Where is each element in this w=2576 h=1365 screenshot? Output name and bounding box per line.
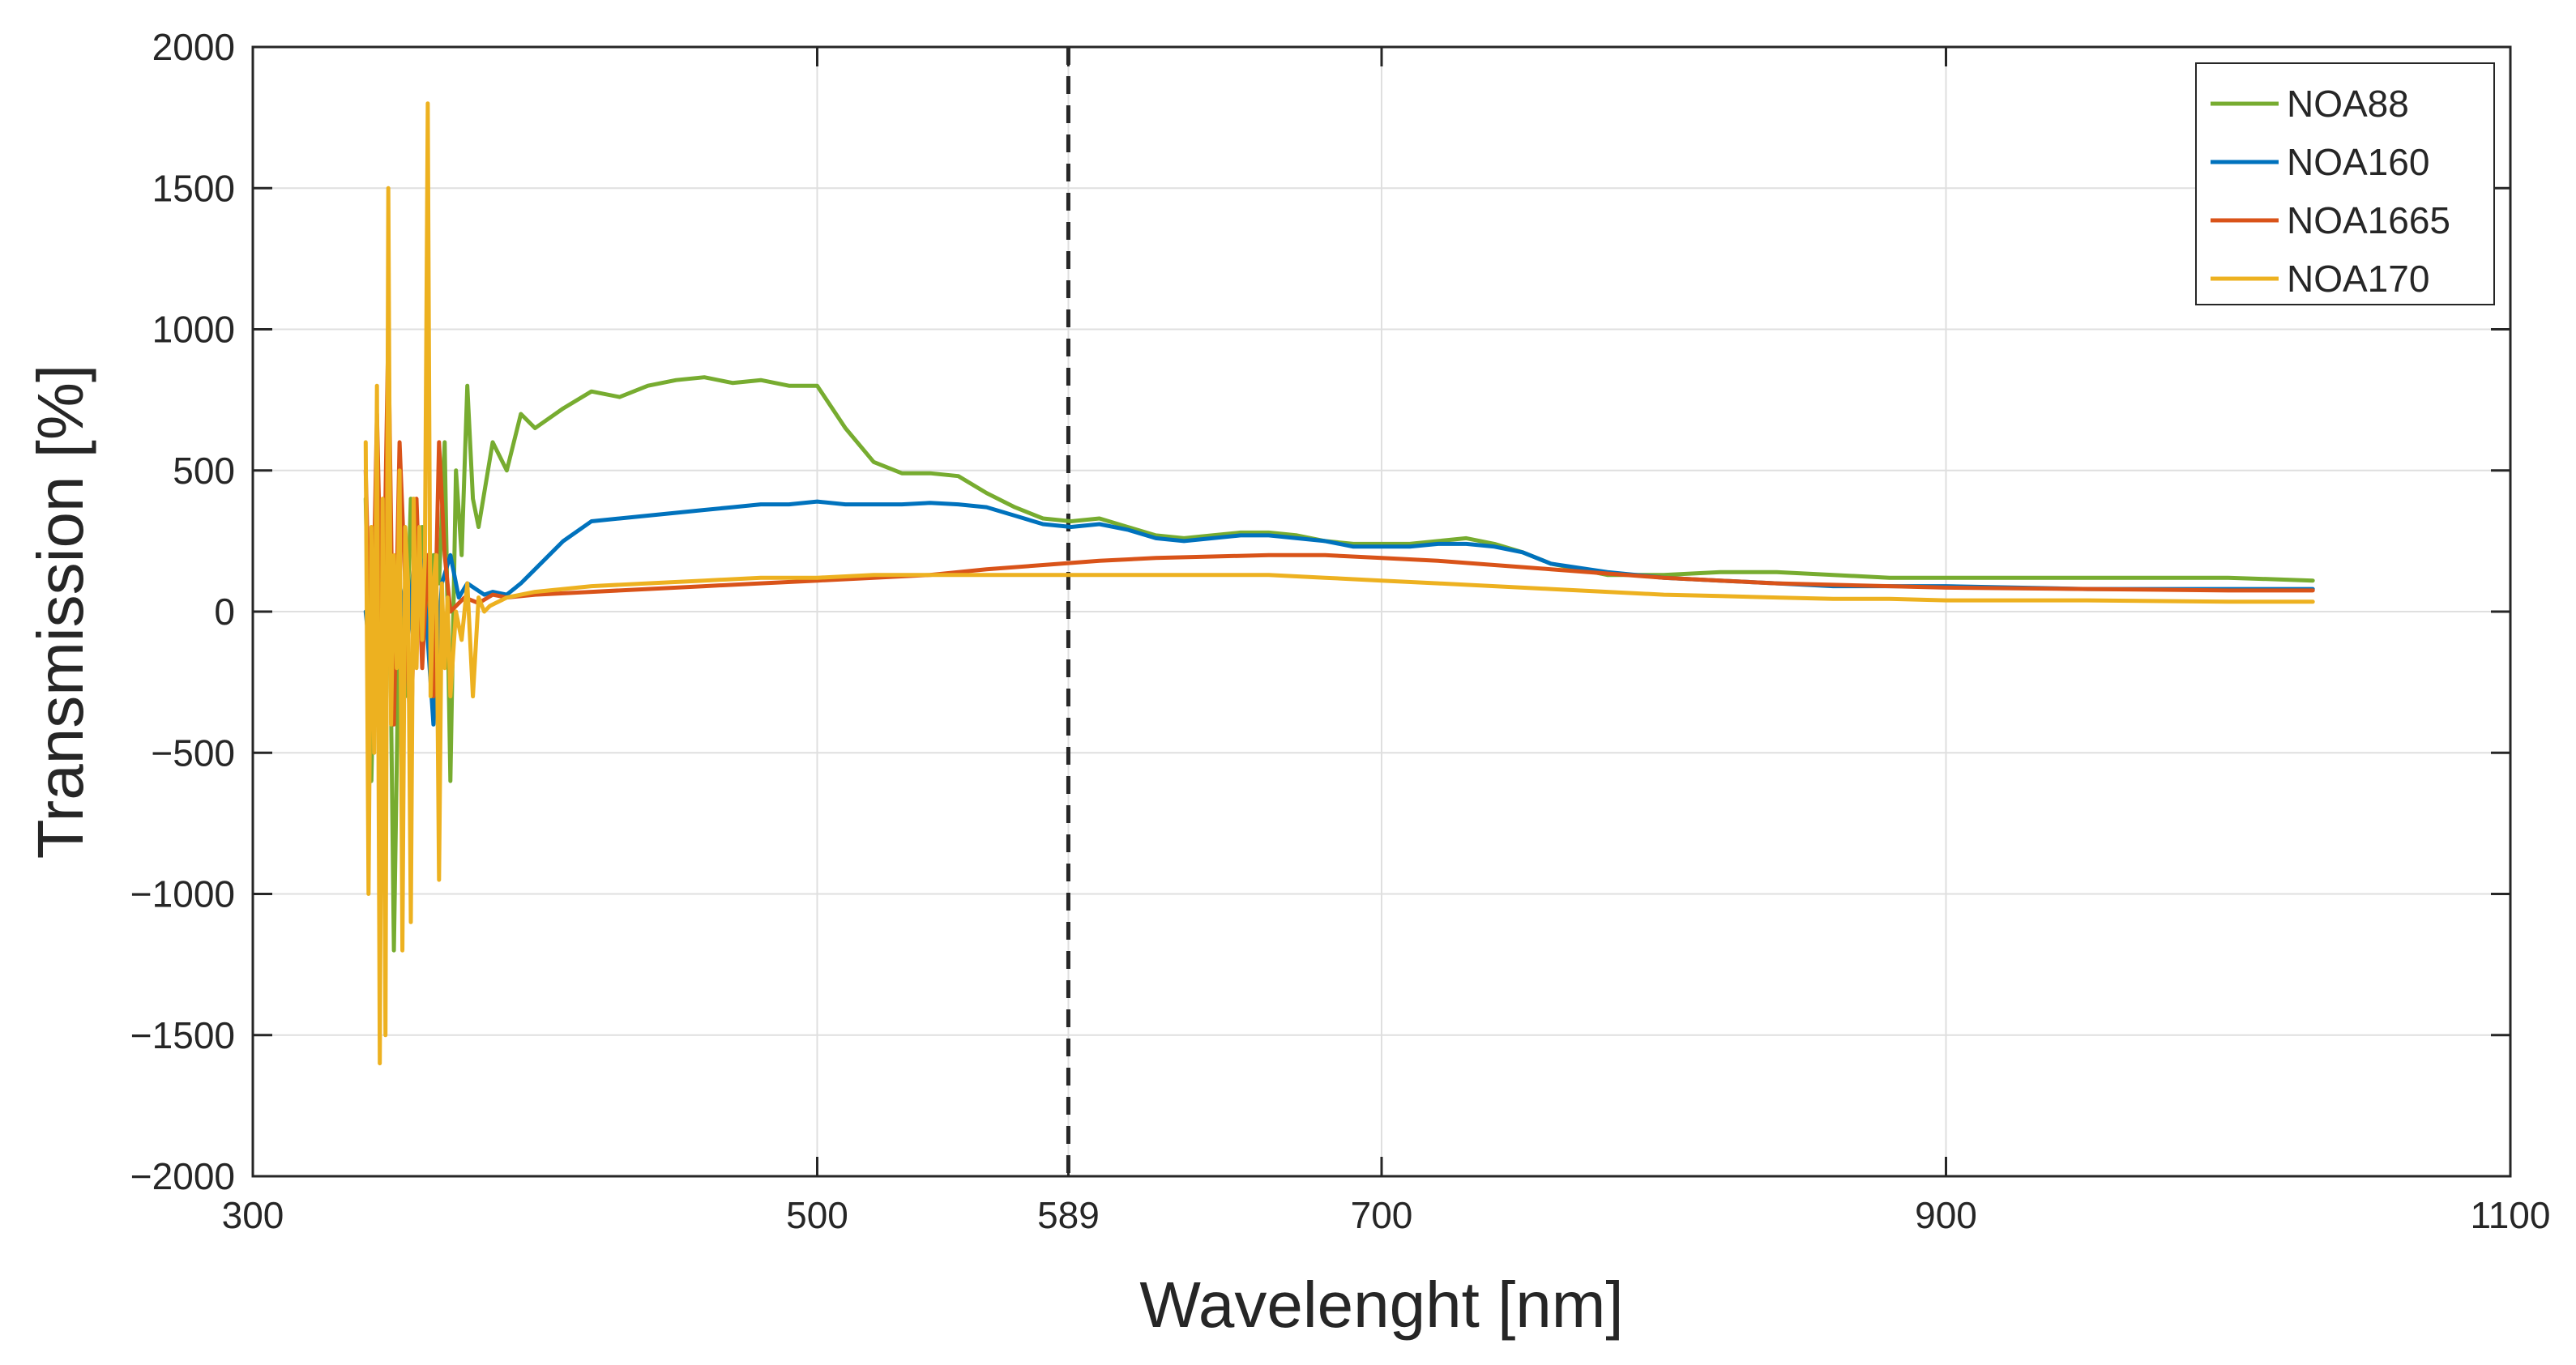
legend-label-noa88: NOA88 [2287,83,2409,125]
x-tick-label: 700 [1351,1194,1413,1236]
y-tick-label: 1000 [152,309,235,351]
legend-items: NOA88 NOA160 NOA1665 NOA170 [2211,83,2450,300]
legend-label-noa1665: NOA1665 [2287,199,2450,241]
y-tick-label: 2000 [152,26,235,68]
y-tick-label: 1500 [152,167,235,209]
tick-layer [251,45,2512,1178]
y-tick-label: −500 [151,732,235,774]
x-tick-label: 500 [786,1194,848,1236]
x-tick-label: 300 [222,1194,284,1236]
x-tick-labels: 300 500 589 700 900 1100 [222,1194,2551,1236]
legend-label-noa160: NOA160 [2287,141,2429,183]
x-axis-label: Wavelenght [nm] [1139,1269,1623,1341]
y-tick-label: 0 [214,591,235,633]
y-tick-label: −1500 [130,1014,235,1056]
y-tick-label: 500 [173,450,235,492]
y-tick-labels: −2000 −1500 −1000 −500 0 500 1000 1500 2000 [130,26,235,1197]
legend-label-noa170: NOA170 [2287,258,2429,300]
y-tick-label: −2000 [130,1155,235,1197]
y-tick-label: −1000 [130,873,235,915]
x-tick-label: 1100 [2471,1194,2551,1236]
x-tick-label: 900 [1915,1194,1977,1236]
x-tick-label: 589 [1037,1194,1100,1236]
series-layer [363,101,2315,1066]
y-axis-label: Transmission [%] [24,365,96,860]
legend: NOA88 NOA160 NOA1665 NOA170 [2195,62,2495,305]
series-line-noa170 [363,101,2315,1066]
series-line-noa160 [363,499,2315,727]
